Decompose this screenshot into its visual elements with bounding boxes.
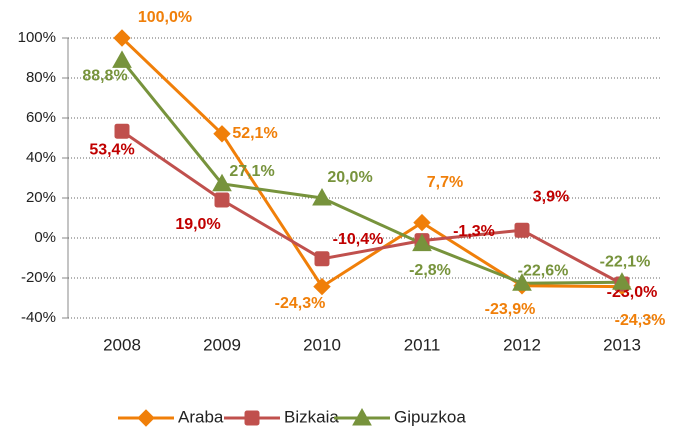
data-point (512, 273, 532, 291)
y-tick-label: -20% (21, 269, 56, 286)
x-tick-label: 2011 (404, 335, 441, 354)
y-tick-label: 40% (26, 149, 56, 166)
value-label: -22,1% (600, 253, 651, 270)
value-label: 27,1% (229, 163, 274, 180)
legend-marker (352, 407, 372, 426)
x-tick-label: 2012 (503, 335, 541, 354)
value-label: 100,0% (138, 9, 192, 26)
value-label: -1,3% (453, 223, 495, 240)
data-point (214, 192, 230, 208)
data-point (212, 173, 232, 192)
y-tick-label: 80% (26, 69, 56, 86)
x-tick-label: 2009 (203, 335, 241, 354)
value-label: -24,3% (615, 312, 666, 329)
data-point (413, 213, 431, 232)
legend-label: Gipuzkoa (394, 407, 466, 426)
data-point (313, 277, 331, 296)
value-label: -10,4% (333, 231, 384, 248)
data-point (112, 50, 132, 68)
data-point (114, 123, 130, 139)
value-label: -22,6% (518, 262, 569, 279)
series-line (120, 36, 623, 289)
legend-label: Araba (178, 407, 224, 426)
y-tick-label: 0% (34, 229, 56, 246)
data-point (113, 29, 131, 47)
value-label: 53,4% (89, 141, 134, 158)
value-label: 88,8% (82, 68, 127, 85)
value-label: -2,8% (409, 262, 451, 279)
value-label: -23,9% (485, 301, 536, 318)
data-point (213, 125, 231, 143)
data-point (312, 187, 332, 206)
x-tick-label: 2008 (103, 335, 141, 354)
value-label: 7,7% (427, 174, 463, 191)
y-tick-label: -40% (21, 309, 56, 326)
value-label: 19,0% (175, 216, 220, 233)
data-point (612, 272, 632, 290)
legend-marker (244, 410, 260, 426)
y-tick-label: 60% (26, 109, 56, 126)
series-line (121, 129, 623, 286)
y-tick-label: 20% (26, 189, 56, 206)
legend-label: Bizkaia (284, 407, 339, 426)
data-point (514, 222, 530, 238)
value-label: 3,9% (533, 188, 569, 205)
value-label: -24,3% (275, 295, 326, 312)
x-tick-label: 2010 (303, 335, 341, 354)
data-point (314, 251, 330, 267)
data-point (412, 233, 432, 252)
x-tick-label: 2013 (603, 335, 641, 354)
value-label: 52,1% (232, 125, 277, 142)
legend-marker (137, 409, 155, 427)
y-tick-label: 100% (18, 29, 56, 46)
series-line (120, 59, 623, 285)
value-label: 20,0% (327, 169, 372, 186)
